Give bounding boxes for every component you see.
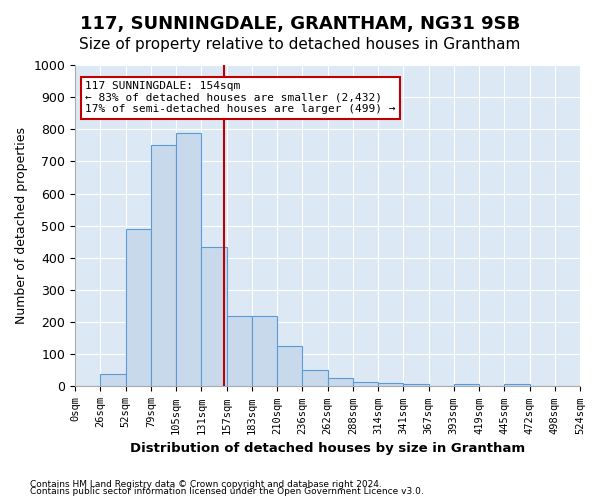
Bar bbox=[328, 378, 353, 386]
Y-axis label: Number of detached properties: Number of detached properties bbox=[15, 127, 28, 324]
Bar bbox=[302, 370, 328, 386]
Text: Contains public sector information licensed under the Open Government Licence v3: Contains public sector information licen… bbox=[30, 487, 424, 496]
Bar bbox=[100, 374, 125, 386]
Text: Size of property relative to detached houses in Grantham: Size of property relative to detached ho… bbox=[79, 38, 521, 52]
Bar bbox=[454, 384, 479, 386]
Text: 117 SUNNINGDALE: 154sqm
← 83% of detached houses are smaller (2,432)
17% of semi: 117 SUNNINGDALE: 154sqm ← 83% of detache… bbox=[85, 81, 396, 114]
Bar bbox=[227, 316, 252, 386]
Text: Contains HM Land Registry data © Crown copyright and database right 2024.: Contains HM Land Registry data © Crown c… bbox=[30, 480, 382, 489]
Bar bbox=[202, 246, 227, 386]
Bar bbox=[125, 229, 151, 386]
Bar bbox=[176, 132, 202, 386]
X-axis label: Distribution of detached houses by size in Grantham: Distribution of detached houses by size … bbox=[130, 442, 525, 455]
Bar bbox=[504, 384, 530, 386]
Bar bbox=[252, 316, 277, 386]
Bar bbox=[353, 382, 378, 386]
Bar bbox=[277, 346, 302, 387]
Bar bbox=[151, 146, 176, 386]
Text: 117, SUNNINGDALE, GRANTHAM, NG31 9SB: 117, SUNNINGDALE, GRANTHAM, NG31 9SB bbox=[80, 15, 520, 33]
Bar bbox=[378, 383, 403, 386]
Bar bbox=[403, 384, 428, 386]
